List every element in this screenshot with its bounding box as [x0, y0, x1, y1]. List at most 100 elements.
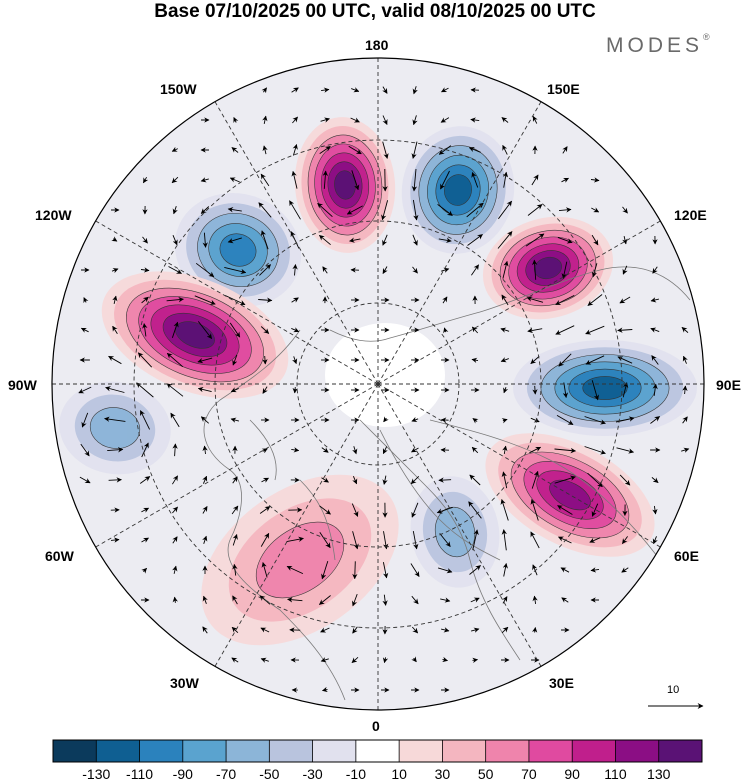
wind-vector: [439, 533, 451, 548]
colorbar-labels: -130 -110 -90 -70 -50 -30 -10 10 30 50 70 90 110 130: [0, 766, 750, 783]
wind-vector: [652, 505, 658, 515]
wind-vector: [352, 561, 358, 580]
wind-vector: [471, 171, 479, 188]
wind-vector: [591, 380, 600, 401]
wind-vector: [651, 477, 659, 483]
latitude-circle-40: [133, 139, 623, 629]
wind-vector: [318, 234, 331, 246]
wind-vector: [532, 595, 538, 604]
wind-vector: [232, 354, 238, 366]
wind-vector: [108, 355, 122, 365]
wind-vector: [558, 353, 572, 367]
wind-vector: [197, 321, 213, 340]
wind-vector: [652, 266, 658, 274]
modes-logo: MODES®: [606, 32, 710, 58]
wind-vector: [531, 470, 539, 489]
wind-vector: [441, 267, 450, 273]
wind-vector: [591, 503, 599, 517]
wind-vector: [200, 206, 210, 214]
wind-vector: [194, 295, 216, 305]
wind-vector: [501, 471, 508, 489]
wind-vector: [382, 657, 389, 664]
wind-vector: [202, 475, 208, 484]
registered-mark: ®: [703, 32, 710, 42]
wind-vector: [622, 206, 628, 214]
wind-vector: [410, 475, 420, 485]
wind-vector: [501, 418, 508, 424]
wind-vector: [139, 410, 151, 430]
wind-vector: [531, 174, 539, 186]
wind-vector: [107, 447, 124, 453]
wind-vector: [554, 447, 577, 454]
wind-vector: [682, 385, 688, 395]
pink-center-40w: [201, 474, 399, 646]
wind-vector: [472, 657, 479, 664]
meridian-line: [214, 101, 379, 385]
wind-vector: [502, 260, 509, 279]
wind-vector: [561, 177, 569, 183]
wind-vector: [529, 446, 542, 454]
wind-vector: [231, 147, 239, 153]
brand-name: MODES: [606, 34, 704, 57]
wind-vector: [467, 234, 483, 246]
wind-vector: [622, 235, 628, 245]
wind-vector: [224, 266, 247, 275]
wind-vector: [382, 475, 388, 485]
wind-vector: [292, 263, 298, 276]
wind-vector: [562, 146, 568, 154]
wind-vector: [501, 294, 509, 306]
wind-vector: [532, 115, 538, 124]
wind-vector: [412, 86, 418, 95]
wind-vector: [557, 505, 573, 515]
colorbar-tick-label: 50: [477, 766, 494, 782]
magenta-center-130e: [482, 216, 614, 320]
colorbar-swatch: [442, 740, 487, 762]
wind-vector: [472, 529, 479, 551]
wind-vector: [500, 357, 509, 363]
wind-vector: [591, 263, 598, 278]
wind-vector: [260, 230, 269, 250]
wind-vector: [292, 387, 298, 394]
colorbar-swatch: [658, 740, 703, 762]
lon-label-60w: 60W: [45, 548, 74, 564]
wind-vector: [320, 627, 330, 633]
wind-vector: [652, 383, 658, 396]
wind-vector: [466, 202, 484, 218]
wind-vector: [585, 355, 605, 365]
magenta-center-160w: [294, 117, 396, 253]
wind-vector: [262, 386, 268, 394]
wind-vector: [291, 447, 300, 453]
wind-vector: [171, 176, 179, 184]
meridian-line: [377, 220, 661, 385]
colorbar-tick-label: 30: [434, 766, 451, 782]
wind-vector: [320, 657, 329, 663]
wind-vector: [231, 626, 239, 634]
wind-vector: [231, 505, 239, 515]
colorbar-swatch: [182, 740, 227, 762]
wind-vector: [320, 117, 330, 123]
wind-vector: [502, 144, 508, 155]
colorbar-swatch: [485, 740, 530, 762]
wind-vector: [558, 207, 572, 213]
wind-vector: [140, 267, 150, 273]
anomaly-contour: [534, 256, 562, 280]
wind-vector: [111, 268, 119, 274]
wind-vector: [346, 205, 363, 215]
wind-vector: [442, 296, 448, 304]
wind-vector: [105, 386, 125, 393]
wind-vector: [525, 233, 545, 247]
wind-vector: [197, 386, 212, 393]
wind-vector: [585, 325, 605, 335]
wind-vector: [619, 474, 631, 486]
wind-vector: [261, 561, 268, 578]
wind-vector: [172, 536, 178, 544]
reference-vector-label: 10: [667, 684, 680, 696]
wind-vector: [616, 447, 635, 454]
blue-center-20e: [410, 476, 500, 588]
wind-vector: [682, 416, 688, 424]
wind-vector: [352, 626, 358, 634]
wind-vector: [440, 117, 450, 123]
coastlines: [203, 266, 691, 701]
wind-vector: [83, 297, 89, 304]
wind-vectors: [78, 86, 690, 693]
